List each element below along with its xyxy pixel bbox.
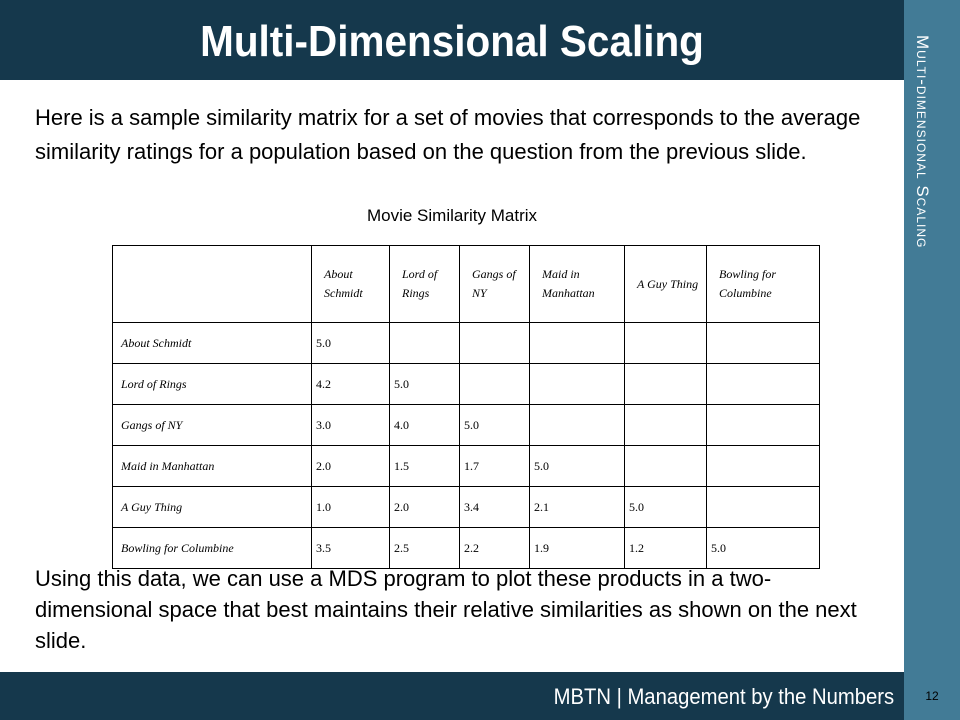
column-header: Maid in Manhattan [529,245,625,323]
similarity-cell: 4.2 [311,363,390,405]
column-header: Gangs of NY [459,245,530,323]
similarity-cell: 3.0 [311,404,390,446]
similarity-cell: 4.0 [389,404,460,446]
intro-paragraph: Here is a sample similarity matrix for a… [35,105,861,164]
similarity-cell: 5.0 [459,404,530,446]
similarity-cell [624,445,707,487]
column-header: A Guy Thing [624,245,707,323]
similarity-cell: 5.0 [529,445,625,487]
side-band [904,0,960,720]
similarity-cell [529,322,625,364]
column-header: About Schmidt [311,245,390,323]
column-header: Lord of Rings [389,245,460,323]
similarity-cell: 1.2 [624,527,707,569]
similarity-cell [624,322,707,364]
table-row: Lord of Rings 4.2 5.0 [112,363,820,405]
similarity-cell [706,363,820,405]
similarity-cell: 5.0 [624,486,707,528]
similarity-cell: 5.0 [311,322,390,364]
similarity-cell [706,486,820,528]
similarity-cell: 2.0 [311,445,390,487]
section-label-text: Multi-dimensional Scaling [913,35,932,249]
page-number: 12 [925,689,939,703]
row-label: Bowling for Columbine [112,527,312,569]
similarity-cell: 5.0 [706,527,820,569]
similarity-cell [389,322,460,364]
similarity-cell [624,404,707,446]
similarity-cell: 5.0 [389,363,460,405]
similarity-cell: 1.0 [311,486,390,528]
header-row: About Schmidt Lord of Rings Gangs of NY … [112,245,820,323]
similarity-cell [706,322,820,364]
similarity-cell [529,363,625,405]
column-header: Bowling for Columbine [706,245,820,323]
footer-text: MBTN | Management by the Numbers [553,684,894,709]
footer-bar: MBTN | Management by the Numbers [0,672,904,720]
similarity-matrix: About Schmidt Lord of Rings Gangs of NY … [112,245,820,569]
table-row: A Guy Thing 1.0 2.0 3.4 2.1 5.0 [112,486,820,528]
row-label: About Schmidt [112,322,312,364]
similarity-cell [706,445,820,487]
row-label: A Guy Thing [112,486,312,528]
table-row: Bowling for Columbine 3.5 2.5 2.2 1.9 1.2 5.0 [112,527,820,569]
table-row: Gangs of NY 3.0 4.0 5.0 [112,404,820,446]
table-row: About Schmidt 5.0 [112,322,820,364]
similarity-cell [529,404,625,446]
title-bar [0,0,904,80]
slide-title: Multi-Dimensional Scaling [200,17,704,66]
similarity-cell [624,363,707,405]
row-label: Gangs of NY [112,404,312,446]
similarity-cell: 2.1 [529,486,625,528]
similarity-cell [706,404,820,446]
similarity-cell [459,322,530,364]
table-caption: Movie Similarity Matrix [366,206,538,225]
similarity-cell [459,363,530,405]
similarity-cell: 1.7 [459,445,530,487]
similarity-cell: 3.4 [459,486,530,528]
corner-cell [112,245,312,323]
row-label: Maid in Manhattan [112,445,312,487]
outro-paragraph: Using this data, we can use a MDS progra… [35,566,857,653]
similarity-cell: 2.5 [389,527,460,569]
similarity-cell: 2.0 [389,486,460,528]
similarity-cell: 1.5 [389,445,460,487]
row-label: Lord of Rings [112,363,312,405]
table-row: Maid in Manhattan 2.0 1.5 1.7 5.0 [112,445,820,487]
